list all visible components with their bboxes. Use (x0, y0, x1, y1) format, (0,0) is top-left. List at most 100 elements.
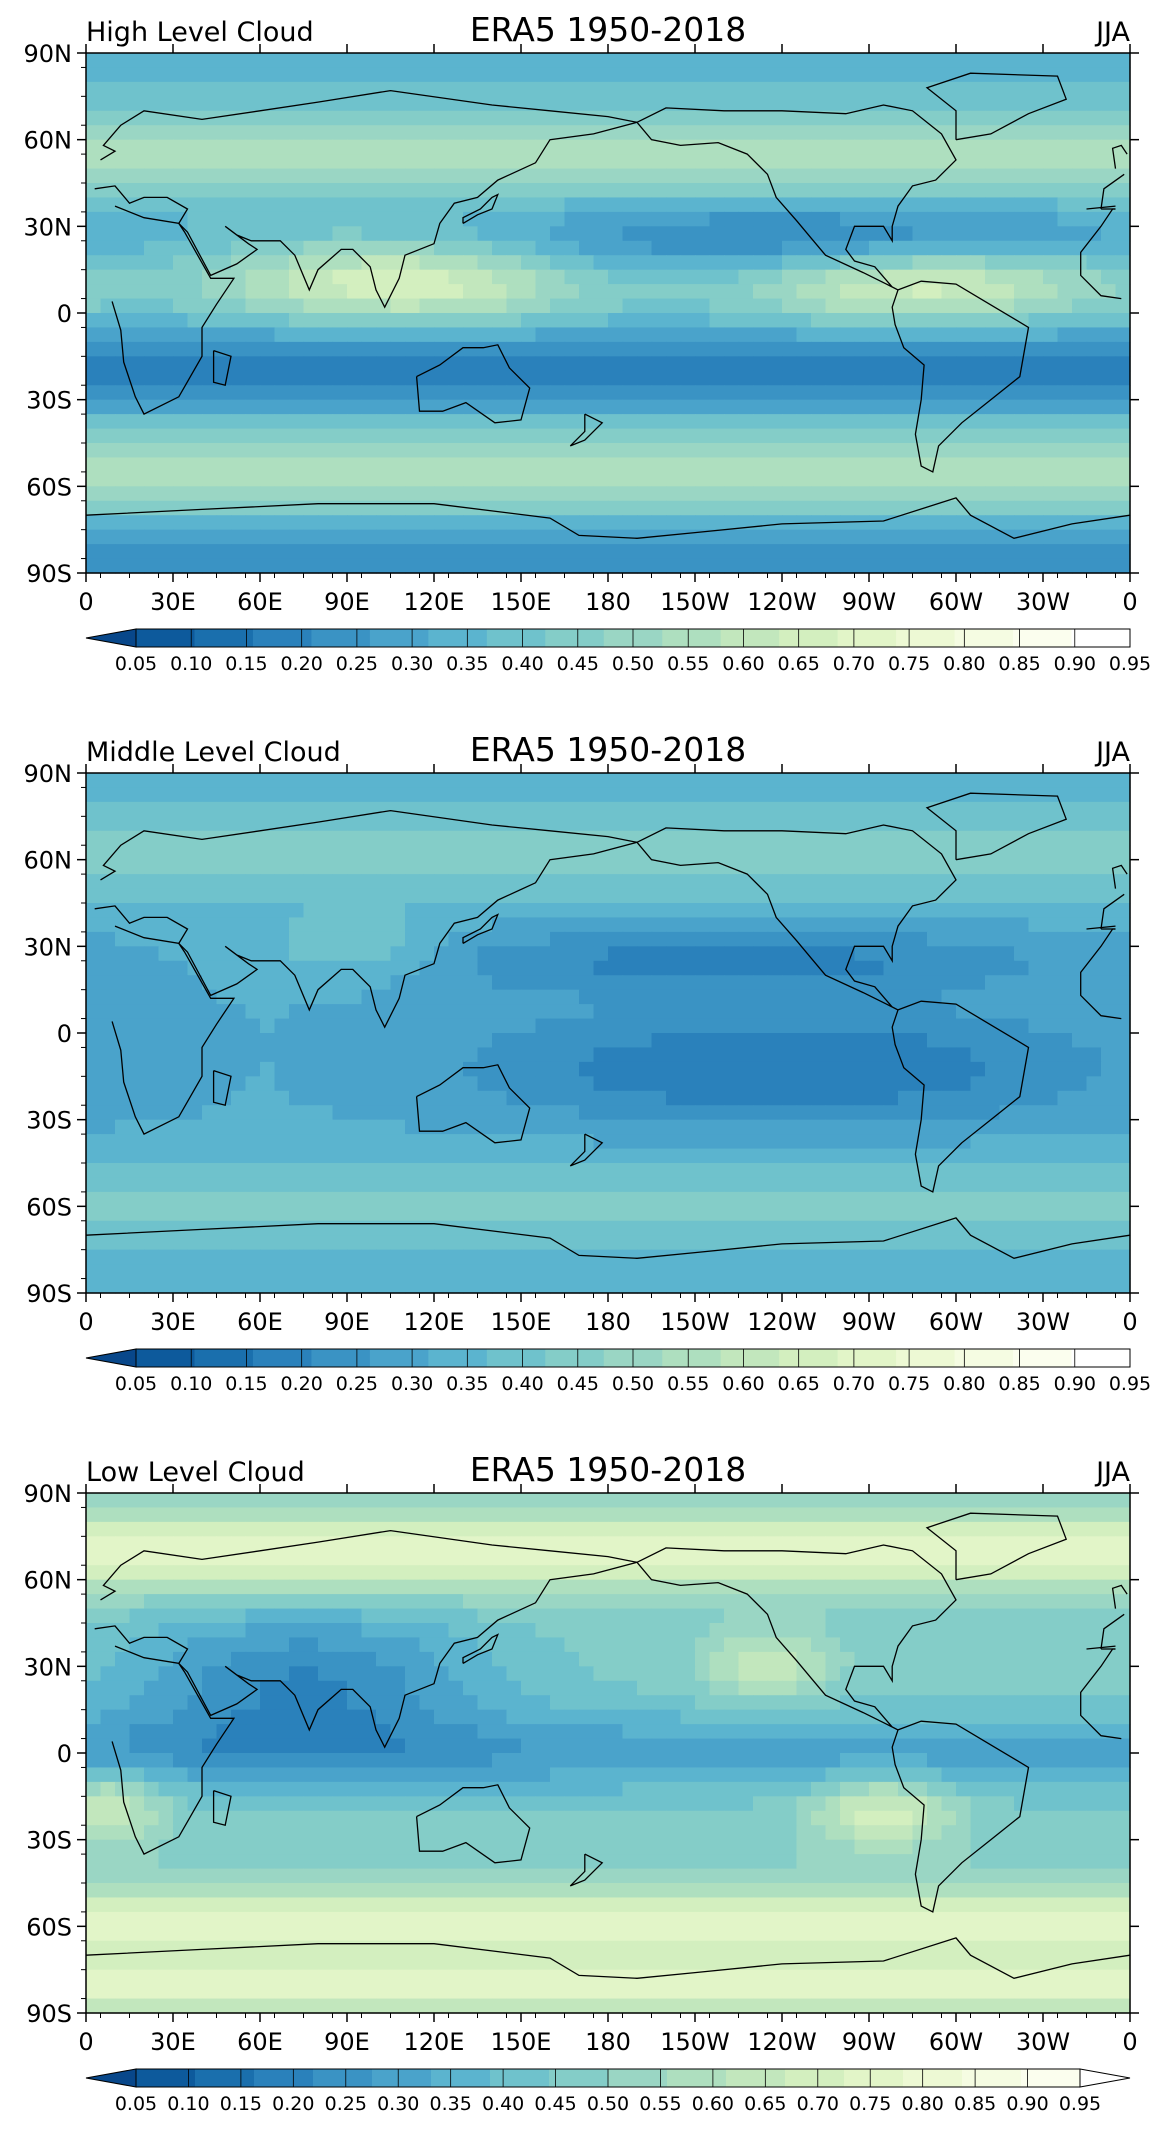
colorbar-bin (726, 2069, 785, 2087)
colorbar-tick-label: 0.95 (1109, 653, 1151, 675)
lat-tick-label: 90S (26, 1280, 72, 1308)
lon-tick-label: 0 (1122, 588, 1137, 616)
lat-tick-label: 30N (24, 1653, 73, 1681)
lon-tick-label: 180 (585, 588, 631, 616)
lat-tick-label: 60S (26, 473, 72, 501)
colorbar-bin (487, 1349, 546, 1367)
lon-tick-label: 180 (585, 1308, 631, 1336)
lat-tick-label: 90S (26, 2000, 72, 2028)
lon-tick-label: 90W (842, 2028, 896, 2056)
colorbar-tick-label: 0.85 (954, 2093, 996, 2115)
colorbar-bin (431, 2069, 490, 2087)
lat-tick-label: 90N (24, 1480, 73, 1508)
colorbar-bin (1072, 629, 1131, 647)
colorbar-tick-label: 0.60 (692, 2093, 734, 2115)
lat-tick-label: 60S (26, 1913, 72, 1941)
colorbar-bin (254, 2069, 313, 2087)
colorbar-bin (1013, 629, 1072, 647)
colorbar-bin (955, 1349, 1014, 1367)
colorbar-bin (195, 2069, 254, 2087)
colorbar-tick-label: 0.20 (272, 2093, 314, 2115)
lon-tick-label: 90W (842, 588, 896, 616)
colorbar-bin (194, 629, 253, 647)
lat-tick-label: 30N (24, 933, 73, 961)
colorbar-bin (428, 629, 487, 647)
lat-tick-label: 60N (24, 1567, 73, 1595)
colorbar-max-extension (1080, 2069, 1130, 2087)
lat-tick-label: 0 (57, 1020, 72, 1048)
lat-tick-label: 30S (26, 1827, 72, 1855)
colorbar-bin (962, 2069, 1021, 2087)
colorbar-bin (608, 2069, 667, 2087)
colorbar-tick-label: 0.20 (281, 1373, 323, 1395)
colorbar-tick-label: 0.35 (446, 653, 488, 675)
colorbar-tick-label: 0.75 (849, 2093, 891, 2115)
colorbar-tick-label: 0.35 (446, 1373, 488, 1395)
colorbar-tick-label: 0.20 (281, 653, 323, 675)
colorbar-bin (194, 1349, 253, 1367)
lon-tick-label: 90E (324, 1308, 370, 1336)
lon-tick-label: 30W (1016, 2028, 1070, 2056)
cloud-fraction-field (86, 773, 1131, 1294)
cloud-fraction-field (86, 53, 1131, 574)
colorbar-tick-label: 0.25 (336, 1373, 378, 1395)
colorbar-tick-label: 0.70 (797, 2093, 839, 2115)
colorbar-bin (311, 629, 370, 647)
colorbar-tick-label: 0.65 (778, 653, 820, 675)
lon-tick-label: 150E (491, 2028, 552, 2056)
colorbar-tick-label: 0.40 (501, 653, 543, 675)
colorbar-bin (549, 2069, 608, 2087)
lon-tick-label: 0 (78, 588, 93, 616)
lat-tick-label: 0 (57, 1740, 72, 1768)
lon-tick-label: 180 (585, 2028, 631, 2056)
colorbar-bin (370, 629, 429, 647)
colorbar-tick-label: 0.40 (501, 1373, 543, 1395)
lon-tick-label: 30W (1016, 588, 1070, 616)
colorbar-bin (896, 629, 955, 647)
colorbar-bin (838, 629, 897, 647)
colorbar-tick-label: 0.25 (336, 653, 378, 675)
colorbar-tick-label: 0.75 (888, 1373, 930, 1395)
colorbar-tick-label: 0.05 (115, 653, 157, 675)
colorbar-bin (662, 1349, 721, 1367)
colorbar-tick-label: 0.85 (998, 653, 1040, 675)
panel-left-title: Middle Level Cloud (86, 737, 341, 768)
colorbar-tick-label: 0.65 (744, 2093, 786, 2115)
colorbar-bin (136, 2069, 195, 2087)
colorbar-bin (253, 629, 312, 647)
colorbar-bin (487, 629, 546, 647)
colorbar-tick-label: 0.80 (943, 1373, 985, 1395)
colorbar-bin (311, 1349, 370, 1367)
colorbar-tick-label: 0.50 (612, 653, 654, 675)
lon-tick-label: 150E (491, 588, 552, 616)
lon-tick-label: 120W (747, 2028, 817, 2056)
colorbar-min-extension (86, 629, 136, 647)
colorbar-tick-label: 0.15 (225, 653, 267, 675)
colorbar-tick-label: 0.45 (557, 653, 599, 675)
panel-left-title: High Level Cloud (86, 17, 314, 48)
lon-tick-label: 0 (1122, 2028, 1137, 2056)
lon-tick-label: 30E (150, 1308, 196, 1336)
lon-tick-label: 120E (404, 588, 465, 616)
lon-tick-label: 0 (1122, 1308, 1137, 1336)
colorbar-tick-label: 0.35 (430, 2093, 472, 2115)
panel-center-title: ERA5 1950-2018 (470, 1450, 746, 1489)
colorbar-bin (1013, 1349, 1072, 1367)
colorbar-bin (490, 2069, 549, 2087)
colorbar-tick-label: 0.70 (833, 1373, 875, 1395)
lat-tick-label: 30S (26, 387, 72, 415)
lon-tick-label: 150W (660, 588, 730, 616)
lon-tick-label: 60W (929, 588, 983, 616)
lat-tick-label: 90S (26, 560, 72, 588)
colorbar-bin (955, 629, 1014, 647)
colorbar-tick-label: 0.60 (722, 1373, 764, 1395)
panel-right-title: JJA (1094, 737, 1130, 768)
colorbar-bin (136, 1349, 195, 1367)
colorbar-bin (662, 629, 721, 647)
colorbar-tick-label: 0.15 (225, 1373, 267, 1395)
lon-tick-label: 150W (660, 2028, 730, 2056)
colorbar-bin (545, 629, 604, 647)
